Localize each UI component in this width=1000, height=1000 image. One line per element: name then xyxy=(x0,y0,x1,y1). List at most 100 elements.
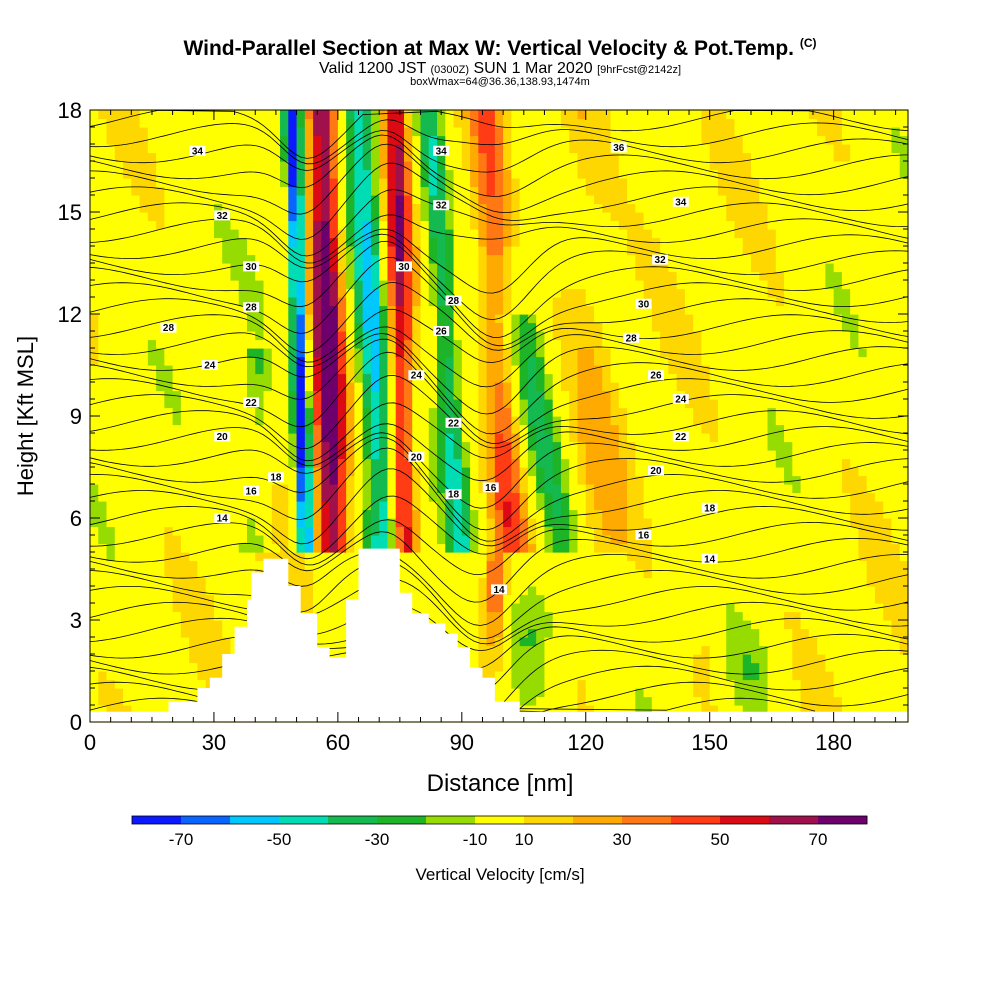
field-cell xyxy=(296,416,306,426)
field-cell xyxy=(321,552,331,562)
field-cell xyxy=(486,569,496,579)
field-cell xyxy=(536,433,546,443)
field-cell xyxy=(403,365,413,375)
field-cell xyxy=(147,705,157,715)
field-cell xyxy=(172,169,182,179)
field-cell xyxy=(354,229,364,239)
field-cell xyxy=(362,526,372,536)
field-cell xyxy=(461,399,471,409)
field-cell xyxy=(602,526,612,536)
field-cell xyxy=(594,560,603,570)
field-cell xyxy=(470,560,479,570)
field-cell xyxy=(354,441,364,451)
field-cell xyxy=(106,288,116,298)
field-cell xyxy=(189,195,199,205)
field-cell xyxy=(627,407,636,417)
field-cell xyxy=(180,195,190,205)
field-cell xyxy=(180,526,190,536)
field-cell xyxy=(560,671,570,681)
field-cell xyxy=(246,348,256,358)
field-cell xyxy=(519,611,529,621)
field-cell xyxy=(255,535,265,545)
field-cell xyxy=(470,331,479,341)
field-cell xyxy=(346,195,356,205)
field-cell xyxy=(445,373,455,383)
field-cell xyxy=(560,526,570,536)
field-cell xyxy=(106,424,116,434)
field-cell xyxy=(98,169,108,179)
field-cell xyxy=(123,441,132,451)
field-cell xyxy=(585,586,595,596)
field-cell xyxy=(114,620,124,630)
field-cell xyxy=(494,186,504,196)
field-cell xyxy=(131,246,141,256)
field-cell xyxy=(164,433,174,443)
field-cell xyxy=(651,433,661,443)
field-cell xyxy=(643,705,653,715)
field-cell xyxy=(610,611,620,621)
field-cell xyxy=(288,263,298,273)
field-cell xyxy=(643,390,653,400)
field-cell xyxy=(527,212,537,222)
field-cell xyxy=(519,526,529,536)
field-cell xyxy=(536,696,546,706)
field-cell xyxy=(610,322,620,332)
field-cell xyxy=(618,314,628,324)
field-cell xyxy=(627,339,636,349)
field-cell xyxy=(114,467,124,477)
field-cell xyxy=(90,441,99,451)
field-cell xyxy=(271,169,281,179)
field-cell xyxy=(503,594,512,604)
field-cell xyxy=(618,416,628,426)
field-cell xyxy=(197,441,207,451)
field-cell xyxy=(503,348,512,358)
field-cell xyxy=(329,501,339,511)
field-cell xyxy=(238,501,248,511)
field-cell xyxy=(577,467,587,477)
field-cell xyxy=(98,152,108,162)
field-cell xyxy=(147,501,157,511)
field-cell xyxy=(610,509,620,519)
field-cell xyxy=(205,152,215,162)
field-cell xyxy=(346,373,356,383)
field-cell xyxy=(486,594,496,604)
field-cell xyxy=(370,382,380,392)
field-cell xyxy=(370,152,380,162)
field-cell xyxy=(470,220,479,230)
field-cell xyxy=(263,161,273,171)
field-cell xyxy=(197,577,207,587)
field-cell xyxy=(651,637,661,647)
field-cell xyxy=(445,110,455,120)
field-cell xyxy=(594,169,603,179)
field-cell xyxy=(610,195,620,205)
field-cell xyxy=(156,424,165,434)
field-cell xyxy=(304,433,314,443)
field-cell xyxy=(329,322,339,332)
field-cell xyxy=(370,399,380,409)
field-cell xyxy=(139,356,149,366)
field-cell xyxy=(627,195,636,205)
field-cell xyxy=(238,586,248,596)
field-cell xyxy=(618,178,628,188)
field-cell xyxy=(131,484,141,494)
field-cell xyxy=(280,135,289,145)
field-cell xyxy=(156,169,165,179)
field-cell xyxy=(585,144,595,154)
field-cell xyxy=(313,169,322,179)
field-cell xyxy=(437,560,446,570)
field-cell xyxy=(180,433,190,443)
field-cell xyxy=(635,543,645,553)
field-cell xyxy=(511,280,521,290)
field-cell xyxy=(362,441,372,451)
field-cell xyxy=(577,637,587,647)
field-cell xyxy=(197,433,207,443)
field-cell xyxy=(271,288,281,298)
field-cell xyxy=(213,620,223,630)
field-cell xyxy=(478,654,488,664)
field-cell xyxy=(296,518,306,528)
field-cell xyxy=(594,263,603,273)
field-cell xyxy=(420,203,430,213)
field-cell xyxy=(536,611,546,621)
field-cell xyxy=(552,492,562,502)
field-cell xyxy=(478,169,488,179)
